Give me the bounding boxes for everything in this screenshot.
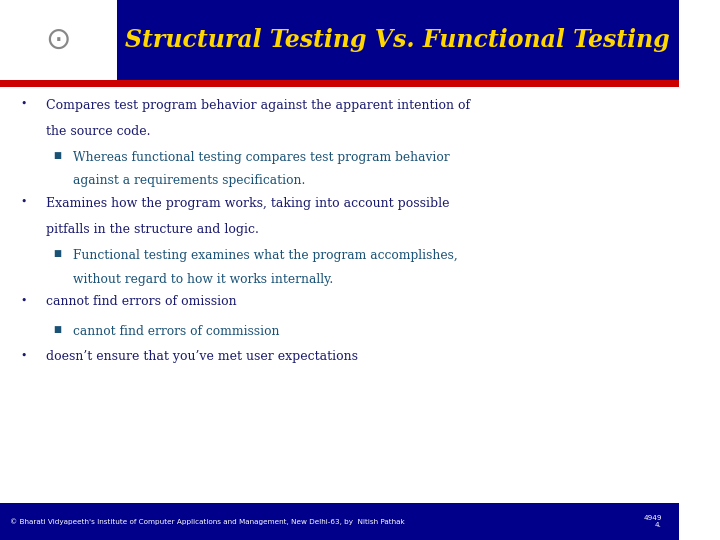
FancyBboxPatch shape: [0, 80, 679, 87]
FancyBboxPatch shape: [0, 0, 679, 80]
Text: Compares test program behavior against the apparent intention of: Compares test program behavior against t…: [46, 99, 470, 112]
Text: Examines how the program works, taking into account possible: Examines how the program works, taking i…: [46, 197, 450, 210]
Text: © Bharati Vidyapeeth's Institute of Computer Applications and Management, New De: © Bharati Vidyapeeth's Institute of Comp…: [10, 518, 405, 525]
Text: cannot find errors of omission: cannot find errors of omission: [46, 295, 237, 308]
Text: without regard to how it works internally.: without regard to how it works internall…: [73, 273, 333, 286]
FancyBboxPatch shape: [0, 503, 679, 540]
Text: against a requirements specification.: against a requirements specification.: [73, 174, 306, 187]
Text: cannot find errors of commission: cannot find errors of commission: [73, 325, 280, 338]
Text: •: •: [20, 350, 27, 361]
Text: Structural Testing Vs. Functional Testing: Structural Testing Vs. Functional Testin…: [125, 28, 670, 52]
Text: ■: ■: [53, 249, 61, 258]
Text: Functional testing examines what the program accomplishes,: Functional testing examines what the pro…: [73, 249, 458, 262]
Text: doesn’t ensure that you’ve met user expectations: doesn’t ensure that you’ve met user expe…: [46, 350, 358, 363]
Text: •: •: [20, 295, 27, 306]
Text: 4949
4.: 4949 4.: [643, 515, 662, 528]
Text: ■: ■: [53, 151, 61, 160]
Text: Whereas functional testing compares test program behavior: Whereas functional testing compares test…: [73, 151, 450, 164]
Text: •: •: [20, 99, 27, 109]
Text: •: •: [20, 197, 27, 207]
Text: ⊙: ⊙: [45, 25, 71, 55]
FancyBboxPatch shape: [0, 0, 117, 80]
Text: pitfalls in the structure and logic.: pitfalls in the structure and logic.: [46, 223, 259, 236]
Text: the source code.: the source code.: [46, 125, 150, 138]
Text: ■: ■: [53, 325, 61, 334]
